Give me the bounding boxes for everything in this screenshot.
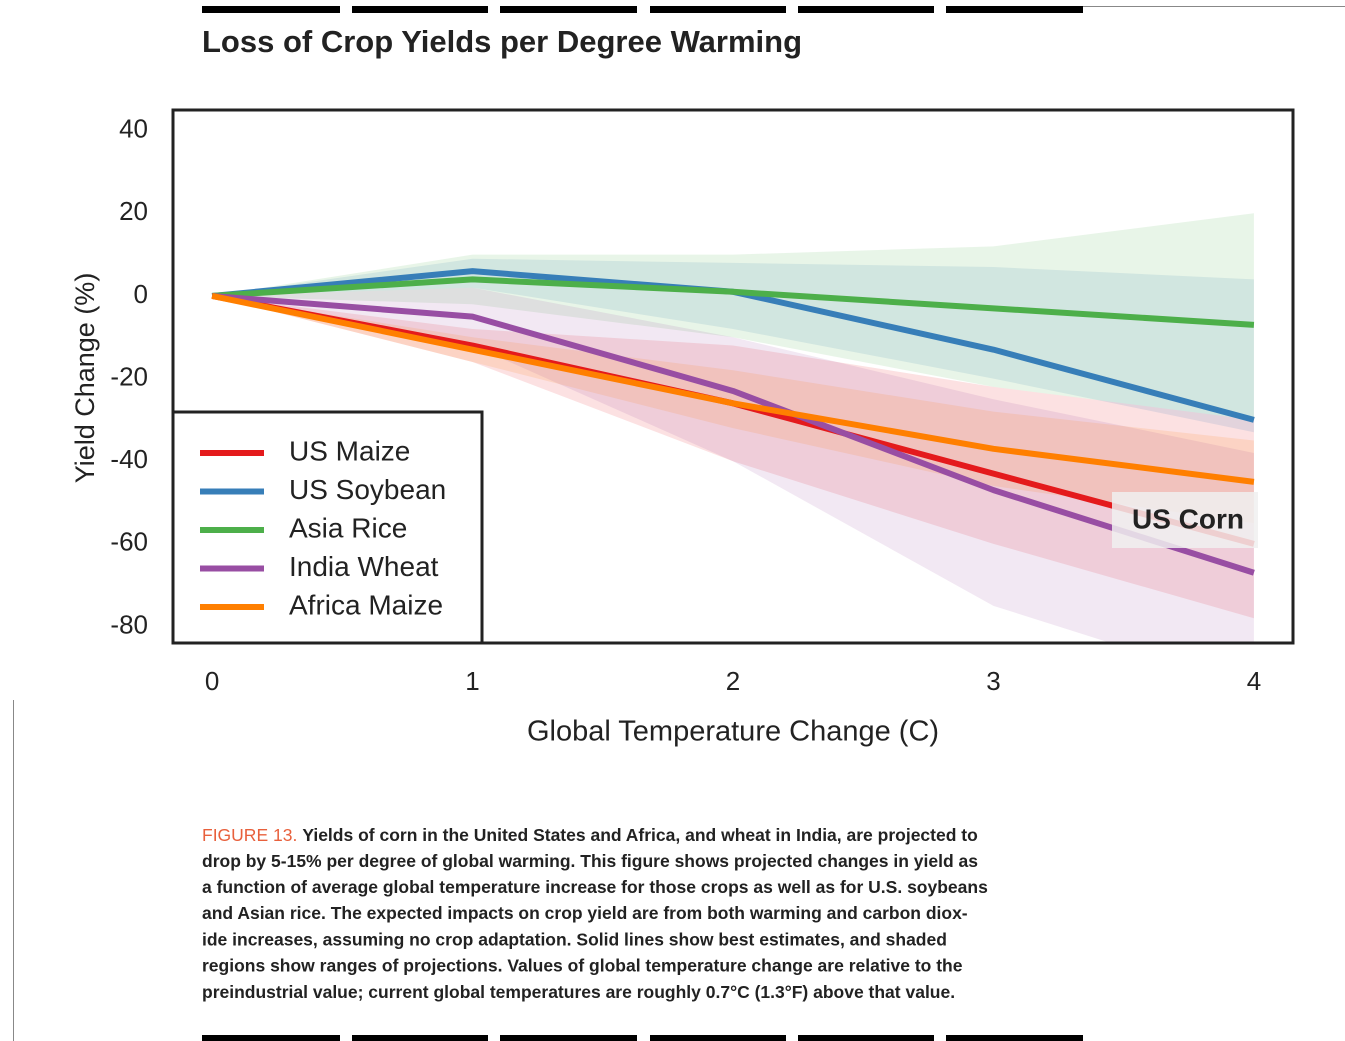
legend-label: Africa Maize (289, 589, 443, 620)
series-line (211, 292, 1255, 485)
y-axis-title: Yield Change (%) (70, 273, 100, 484)
x-tick-label: 4 (1247, 666, 1261, 696)
caption-line: and Asian rice. The expected impacts on … (202, 903, 968, 923)
caption-text: Yields of corn in the United States and … (302, 825, 978, 845)
y-tick-label: 20 (119, 196, 148, 226)
caption-line: a function of average global temperature… (202, 877, 988, 897)
range-band (212, 295, 1254, 619)
annotation: US Corn (1132, 503, 1244, 534)
legend-label: US Soybean (289, 474, 446, 505)
range-band (212, 213, 1254, 420)
annotation-box (1112, 492, 1258, 548)
y-tick-label: -20 (110, 361, 148, 391)
x-tick-label: 1 (465, 666, 479, 696)
bands (212, 213, 1254, 643)
legend: US Maize US Soybean Asia Rice India Wheat Af… (171, 410, 484, 645)
x-axis-title: Global Temperature Change (C) (527, 716, 939, 748)
y-tick-label: 40 (119, 114, 148, 144)
y-tick-label: -40 (110, 444, 148, 474)
caption-line: regions show ranges of projections. Valu… (202, 956, 963, 976)
range-band (212, 258, 1254, 433)
legend-label: India Wheat (289, 551, 439, 582)
caption-line: FIGURE 13. Yields of corn in the United S… (202, 825, 978, 845)
caption: FIGURE 13. Yields of corn in the United S… (202, 825, 988, 1002)
labels: -80 -60 -40 -20 0 20 40 0 1 2 3 4 US Corn (110, 114, 1261, 696)
caption-label: FIGURE 13. (202, 825, 297, 845)
y-tick-label: 0 (134, 279, 148, 309)
series-line (211, 276, 1255, 328)
plot-frame (171, 108, 1295, 645)
caption-line: drop by 5-15% per degree of global warmi… (202, 851, 978, 871)
chart-title: Loss of Crop Yields per Degree Warming (202, 24, 802, 59)
x-tick-label: 3 (986, 666, 1000, 696)
y-tick-label: -80 (110, 609, 148, 639)
lines (211, 268, 1255, 576)
legend-label: Asia Rice (289, 512, 407, 543)
caption-line: ide increases, assuming no crop adaptati… (202, 929, 947, 949)
y-tick-label: -60 (110, 527, 148, 557)
legend-label: US Maize (289, 435, 410, 466)
x-tick-label: 2 (726, 666, 740, 696)
caption-line: preindustrial value; current global temp… (202, 982, 955, 1002)
range-band (212, 287, 1254, 643)
x-tick-label: 0 (205, 666, 219, 696)
range-band (212, 295, 1254, 524)
decor (13, 6, 1345, 1041)
series-line (211, 292, 1255, 576)
